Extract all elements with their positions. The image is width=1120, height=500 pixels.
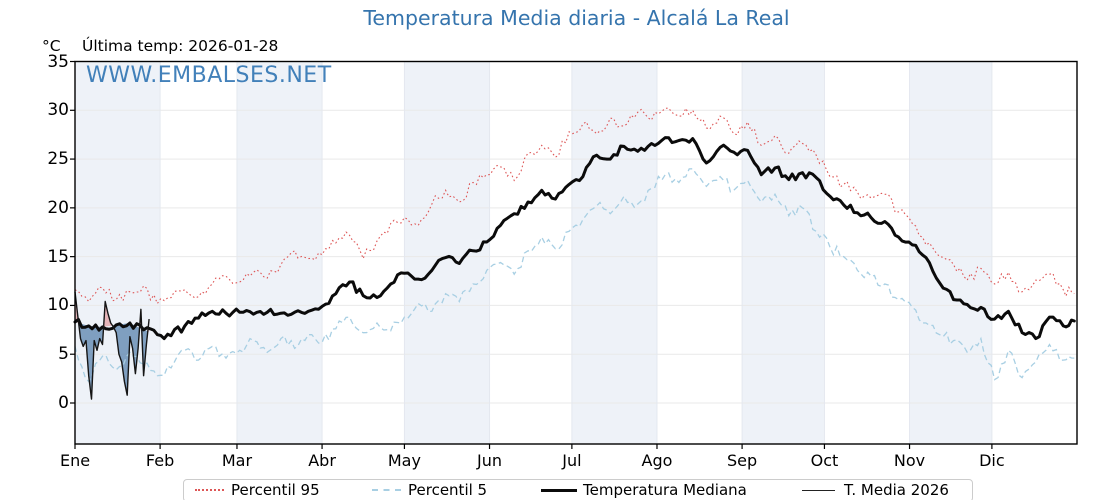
x-tick-label: Ene: [59, 451, 91, 470]
x-tick-label: Oct: [810, 451, 839, 470]
legend-label-temperatura-mediana: Temperatura Mediana: [583, 481, 747, 499]
watermark-text: WWW.EMBALSES.NET: [86, 63, 332, 88]
x-tick-label: Jul: [562, 451, 582, 470]
month-band: [236, 61, 323, 444]
legend: Percentil 95 Percentil 5 Temperatura Media…: [183, 479, 973, 500]
x-tick-label: Dic: [979, 451, 1005, 470]
series-percentil-95: [74, 107, 1075, 305]
legend-sample-t-media-2026: [802, 489, 835, 492]
y-tick-label: 30: [47, 100, 69, 121]
y-tick-label: 20: [47, 197, 69, 218]
legend-label-t-media-2026: T. Media 2026: [844, 481, 949, 499]
series-t-media-2026: [74, 291, 150, 400]
month-band: [404, 61, 490, 444]
series-temperatura-mediana: [73, 136, 1076, 341]
x-tick-label: May: [387, 451, 421, 470]
fill-below-median: [112, 323, 140, 396]
month-band: [571, 61, 657, 444]
x-tick-label: Jun: [477, 451, 503, 470]
legend-sample-percentil-95: [195, 489, 224, 491]
month-band: [742, 61, 825, 444]
legend-sample-temperatura-mediana: [541, 488, 577, 492]
y-axis-unit-label: °C: [42, 37, 61, 55]
y-tick-label: 15: [47, 246, 69, 267]
y-tick-label: 25: [47, 149, 69, 170]
x-tick-label: Sep: [727, 451, 758, 470]
x-tick-label: Abr: [308, 451, 336, 470]
legend-label-percentil-95: Percentil 95: [231, 481, 320, 499]
y-tick-label: 10: [47, 295, 69, 316]
fill-above-median: [75, 291, 79, 324]
month-band: [75, 61, 161, 444]
y-tick-label: 35: [47, 51, 69, 72]
last-temp-annotation: Última temp: 2026-01-28: [82, 37, 279, 55]
x-tick-label: Mar: [221, 451, 253, 470]
y-tick-label: 5: [58, 344, 69, 365]
x-tick-label: Nov: [893, 451, 926, 470]
month-band: [909, 61, 992, 444]
series-percentil-5: [74, 168, 1075, 383]
chart-title: Temperatura Media diaria - Alcalá La Rea…: [363, 6, 790, 30]
legend-sample-percentil-5: [372, 489, 401, 491]
y-tick-label: 0: [58, 393, 69, 413]
x-tick-label: Feb: [145, 451, 175, 470]
legend-label-percentil-5: Percentil 5: [408, 481, 488, 499]
plot-frame: [74, 60, 1078, 445]
x-tick-label: Ago: [641, 451, 673, 470]
